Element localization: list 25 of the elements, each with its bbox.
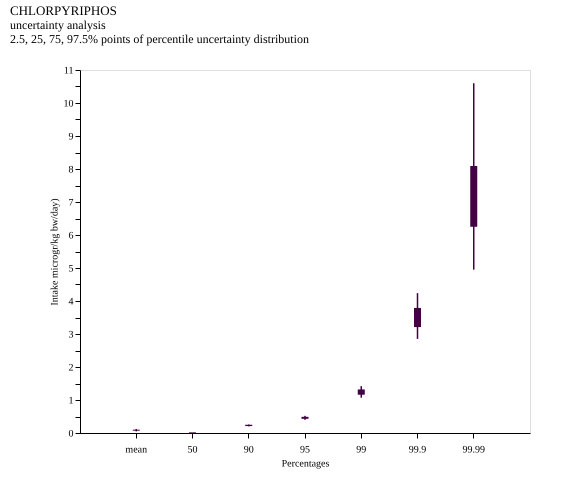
x-tick-label: mean [125, 444, 148, 456]
text: 2.5, 25, 75, 97.5% points of percentile uncertainty distribution [10, 32, 309, 46]
y-tick-label: 4 [68, 296, 74, 308]
text: uncertainty analysis [10, 18, 106, 32]
x-tick-label: 99.9 [408, 444, 426, 456]
x-axis-title: Percentages [282, 458, 330, 470]
y-tick-label: 11 [64, 66, 74, 76]
y-tick-label: 7 [68, 198, 74, 208]
y-tick-label: 6 [68, 230, 74, 242]
x-tick-label: 99 [356, 444, 366, 456]
bar [358, 389, 365, 395]
y-tick-label: 9 [68, 132, 74, 142]
chart-title: CHLORPYRIPHOS [10, 3, 117, 18]
y-tick-label: 2 [68, 362, 74, 374]
y-tick-label: 1 [68, 396, 74, 406]
y-tick-label: 3 [68, 330, 74, 340]
y-tick-label: 5 [68, 264, 74, 274]
x-tick-label: 50 [188, 444, 198, 456]
y-axis-title: Intake microgr/kg bw/day) [50, 198, 60, 306]
y-tick-label: 0 [68, 428, 74, 440]
x-tick-label: 99.99 [462, 444, 485, 456]
y-tick-label: 8 [68, 164, 74, 176]
x-tick-label: 95 [300, 444, 310, 456]
x-tick-label: 90 [244, 444, 254, 456]
y-tick-label: 10 [64, 98, 74, 110]
